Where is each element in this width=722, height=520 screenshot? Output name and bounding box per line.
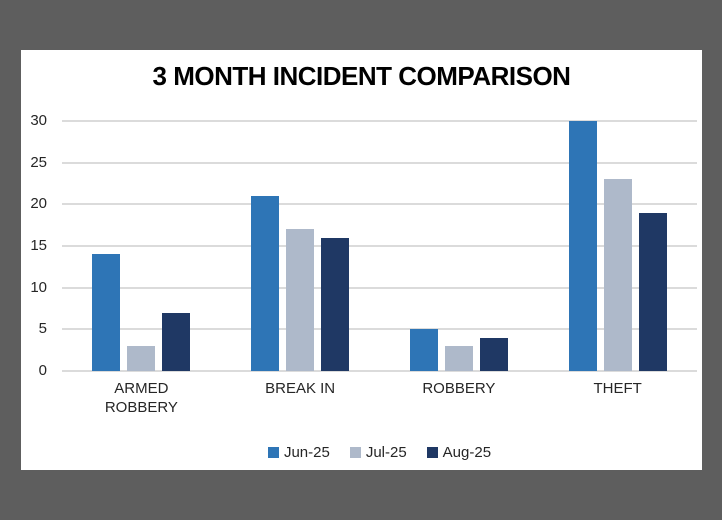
bar-jul-25-break-in [286, 229, 315, 371]
legend-label-jul-25: Jul-25 [365, 444, 407, 461]
legend-item-jun-25: Jun-25 [267, 444, 330, 461]
bar-jun-25-robbery [409, 329, 438, 371]
bar-aug-25-armed-robbery [162, 312, 191, 371]
bar-jul-25-robbery [444, 346, 473, 371]
gridline-10 [62, 286, 697, 289]
bar-group-theft [568, 121, 667, 371]
gridline-30 [62, 120, 697, 122]
legend-swatch-jul-25 [349, 447, 361, 458]
bar-group-robbery [409, 329, 508, 371]
plot-area [62, 120, 697, 372]
x-axis-label-armed-robbery: ARMED ROBBERY [104, 380, 178, 416]
chart-title: 3 MONTH INCIDENT COMPARISON [152, 61, 571, 91]
y-tick-label-15: 15 [30, 237, 47, 254]
gridline-15 [62, 245, 697, 247]
legend-item-jul-25: Jul-25 [349, 444, 407, 461]
x-axis-label-robbery: ROBBERY [422, 380, 496, 397]
bar-jun-25-armed-robbery [92, 254, 121, 371]
y-tick-label-30: 30 [30, 112, 47, 129]
y-tick-label-0: 0 [38, 362, 47, 379]
bar-group-break-in [251, 196, 350, 371]
bar-jun-25-theft [568, 121, 597, 371]
legend-swatch-jun-25 [267, 447, 279, 458]
gridline-0 [62, 370, 697, 372]
y-tick-label-25: 25 [30, 153, 47, 171]
gridline-25 [62, 161, 697, 164]
x-axis-label-theft: THEFT [593, 380, 642, 397]
y-axis-labels: 0 5 10 15 20 25 30 [21, 112, 47, 379]
bar-jun-25-break-in [251, 196, 280, 371]
x-axis-labels: ARMED ROBBERY BREAK IN ROBBERY THEFT [62, 379, 697, 417]
y-tick-label-10: 10 [30, 278, 47, 296]
legend-item-aug-25: Aug-25 [426, 444, 492, 461]
chart-card: 3 MONTH INCIDENT COMPARISON 0 5 10 15 20 25 30… [21, 50, 702, 470]
bar-jul-25-theft [603, 179, 632, 371]
bar-group-armed-robbery [92, 254, 191, 371]
gridline-5 [62, 328, 697, 331]
bar-aug-25-theft [638, 212, 667, 371]
legend-swatch-aug-25 [426, 447, 438, 458]
legend-label-aug-25: Aug-25 [442, 444, 492, 461]
x-axis-label-break-in: BREAK IN [265, 380, 336, 397]
y-tick-label-20: 20 [30, 195, 47, 213]
legend: Jun-25 Jul-25 Aug-25 [62, 444, 697, 461]
y-tick-label-5: 5 [38, 320, 47, 338]
legend-label-jun-25: Jun-25 [283, 444, 330, 461]
gridline-20 [62, 203, 697, 206]
bar-jul-25-armed-robbery [127, 346, 156, 371]
bar-aug-25-break-in [321, 237, 350, 371]
bar-aug-25-robbery [479, 337, 508, 371]
